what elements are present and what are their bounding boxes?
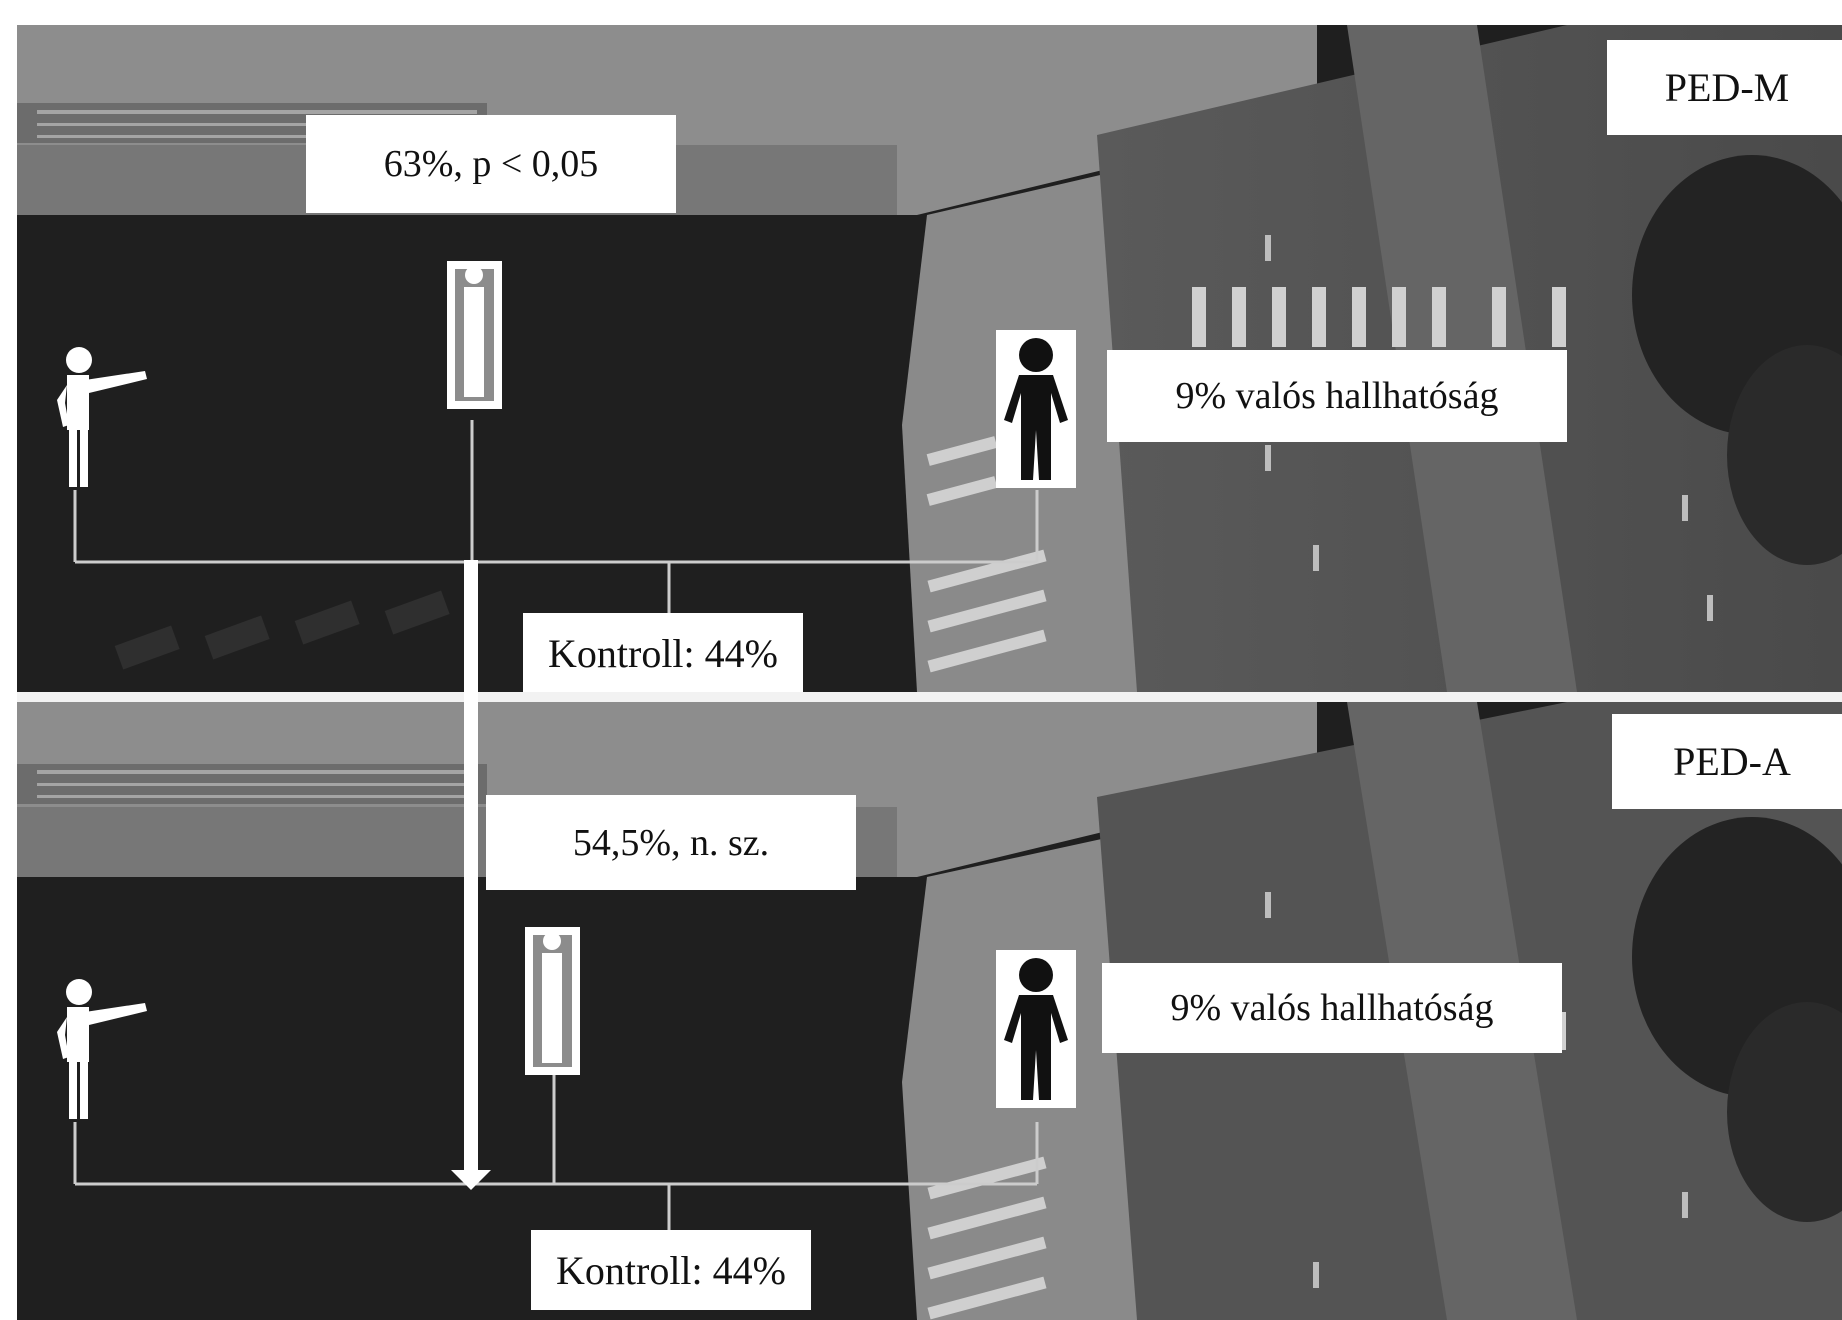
standing-person-gray-icon: [447, 261, 502, 409]
standing-person-gray-icon: [525, 927, 580, 1075]
control-label: Kontroll: 44%: [531, 1230, 811, 1310]
aerial-photo-bottom: [17, 702, 1842, 1320]
standing-person-black-icon: [996, 950, 1076, 1108]
panel-ped-m: 63%, p < 0,05 9% valós hallhatóság Kontr…: [17, 25, 1842, 692]
panel-separator: [17, 692, 1842, 702]
comparison-arrow: [464, 560, 478, 1170]
pointing-person-icon: [57, 979, 147, 1119]
audibility-label: 9% valós hallhatóság: [1107, 350, 1567, 442]
aerial-photo-top: [17, 25, 1842, 692]
panel-tag-label: PED-A: [1612, 714, 1842, 809]
pointing-person-icon: [57, 347, 147, 487]
panel-tag-label: PED-M: [1607, 40, 1842, 135]
panel-ped-a: 54,5%, n. sz. 9% valós hallhatóság Kontr…: [17, 702, 1842, 1320]
audibility-label: 9% valós hallhatóság: [1102, 963, 1562, 1053]
result-label: 63%, p < 0,05: [306, 115, 676, 213]
result-label: 54,5%, n. sz.: [486, 795, 856, 890]
standing-person-black-icon: [996, 330, 1076, 488]
control-label: Kontroll: 44%: [523, 613, 803, 692]
comparison-arrow-head: [451, 1170, 491, 1190]
